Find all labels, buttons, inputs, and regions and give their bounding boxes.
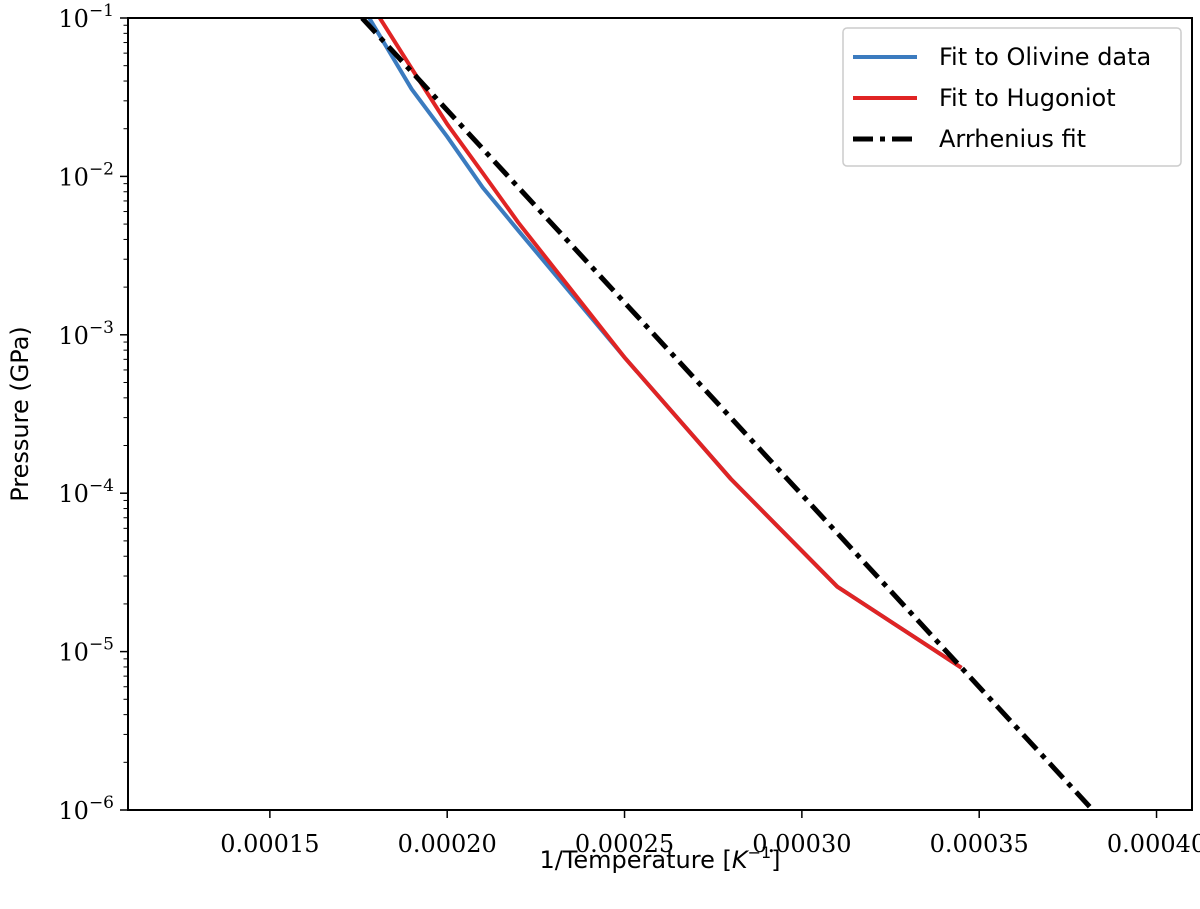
x-tick-label: 0.00035: [930, 830, 1029, 858]
y-tick-label: 10−3: [58, 318, 114, 350]
x-axis-label-unit-exponent: −1: [748, 843, 772, 862]
y-axis-ticks: 10−6 10−5 10−4 10−3 10−2 10−1: [58, 1, 128, 825]
x-tick-label: 0.00030: [752, 830, 851, 858]
plot-lines: [360, 18, 1095, 810]
x-tick-label: 0.00040: [1107, 830, 1200, 858]
x-axis-label: 1/Temperature [K−1]: [539, 843, 780, 874]
y-tick-label: 10−4: [58, 476, 114, 508]
legend-box: [842, 27, 1182, 167]
legend: Fit to Olivine data Fit to Hugoniot Arrhen…: [842, 27, 1182, 167]
x-axis-ticks: 0.00015 0.00020 0.00025 0.00030 0.00035 0.000…: [220, 810, 1200, 858]
legend-label-3: Arrhenius fit: [939, 125, 1086, 153]
y-tick-label: 10−5: [58, 635, 114, 667]
y-tick-label: 10−2: [58, 159, 114, 191]
plot-frame: [127, 17, 1193, 811]
y-tick-label: 10−6: [58, 793, 114, 825]
y-tick-label: 10−1: [58, 1, 114, 33]
series-line-3: [360, 18, 1095, 810]
x-axis-label-unit: K: [732, 846, 750, 874]
x-tick-label: 0.00015: [220, 830, 319, 858]
x-axis-label-text: 1/Temperature [: [539, 846, 731, 874]
x-tick-label: 0.00020: [398, 830, 497, 858]
legend-label-2: Fit to Hugoniot: [939, 84, 1116, 112]
y-axis-label: Pressure (GPa): [6, 326, 34, 502]
x-tick-label: 0.00025: [575, 830, 674, 858]
legend-label-1: Fit to Olivine data: [939, 43, 1151, 71]
x-axis-label-close: ]: [771, 846, 780, 874]
